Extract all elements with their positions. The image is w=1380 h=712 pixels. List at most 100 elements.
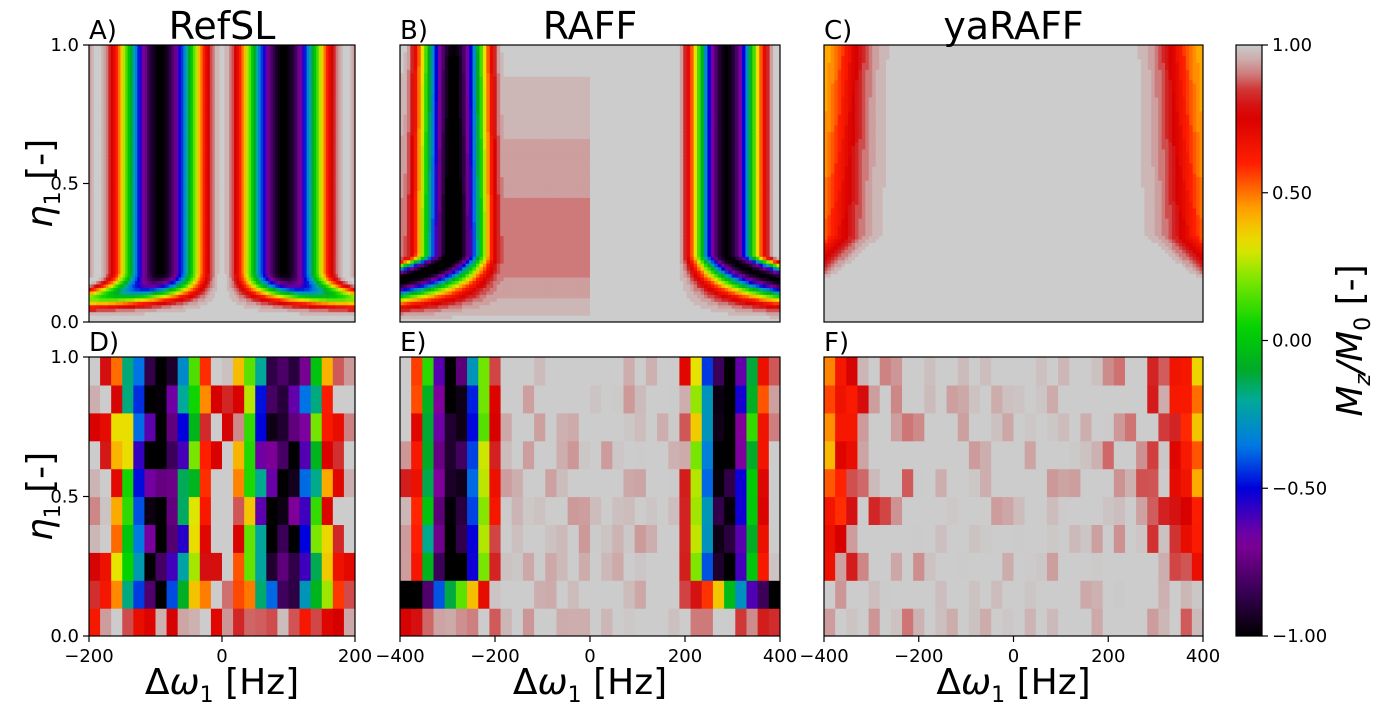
heatmap-cell <box>122 214 126 219</box>
heatmap-cell <box>125 214 129 219</box>
heatmap-cell <box>178 124 182 129</box>
heatmap-cell <box>156 280 160 285</box>
heatmap-cell <box>214 297 218 302</box>
heatmap-cell <box>120 72 124 77</box>
heatmap-cell <box>130 190 134 195</box>
heatmap-cell <box>154 58 158 63</box>
heatmap-cell <box>180 218 184 223</box>
heatmap-cell <box>105 238 109 243</box>
heatmap-cell <box>236 245 240 250</box>
heatmap-cell <box>137 204 141 209</box>
heatmap-cell <box>202 79 206 84</box>
heatmap-cell <box>113 148 117 153</box>
heatmap-cell <box>205 283 209 288</box>
heatmap-cell <box>205 256 209 261</box>
heatmap-cell <box>159 308 163 313</box>
heatmap-cell <box>207 100 211 105</box>
heatmap-cell <box>214 51 218 56</box>
heatmap-cell <box>101 218 105 223</box>
heatmap-cell <box>214 110 218 115</box>
heatmap-cell <box>144 131 148 136</box>
heatmap-cell <box>219 276 223 282</box>
heatmap-cell <box>115 131 119 136</box>
heatmap-cell <box>190 214 194 219</box>
heatmap-cell <box>108 197 112 202</box>
heatmap-cell <box>238 235 242 240</box>
heatmap-cell <box>89 304 93 309</box>
heatmap-cell <box>178 135 182 140</box>
heatmap-cell <box>89 225 93 230</box>
heatmap-cell <box>89 79 93 84</box>
heatmap-cell <box>93 62 97 67</box>
heatmap-cell <box>202 190 206 195</box>
heatmap-cell <box>96 207 100 212</box>
heatmap-cell <box>222 128 226 133</box>
heatmap-cell <box>147 135 151 140</box>
heatmap-cell <box>139 193 143 198</box>
heatmap-cell <box>217 266 221 271</box>
heatmap-cell <box>105 124 109 129</box>
heatmap-cell <box>105 197 109 202</box>
heatmap-cell <box>219 148 223 153</box>
heatmap-cell <box>159 180 163 185</box>
heatmap-cell <box>183 231 187 237</box>
heatmap-cell <box>110 180 114 185</box>
heatmap-cell <box>236 72 240 77</box>
heatmap-cell <box>132 231 136 237</box>
heatmap-cell <box>101 76 105 81</box>
heatmap-cell <box>108 186 112 192</box>
heatmap-cell <box>149 96 153 101</box>
heatmap-cell <box>192 214 196 219</box>
heatmap-cell <box>207 259 211 264</box>
heatmap-cell <box>214 193 218 198</box>
heatmap-cell <box>173 69 177 74</box>
heatmap-cell <box>98 256 102 261</box>
heatmap-cell <box>178 79 182 84</box>
heatmap-cell <box>122 55 126 60</box>
heatmap-cell <box>163 287 167 292</box>
heatmap-cell <box>200 141 204 147</box>
heatmap-cell <box>231 138 235 143</box>
heatmap-cell <box>205 128 209 133</box>
heatmap-cell <box>166 169 170 174</box>
heatmap-cell <box>105 287 109 292</box>
heatmap-cell <box>212 131 216 136</box>
heatmap-cell <box>96 218 100 223</box>
heatmap-cell <box>231 121 235 126</box>
heatmap-cell <box>113 83 117 88</box>
heatmap-cell <box>185 58 189 63</box>
heatmap-cell <box>234 218 238 223</box>
heatmap-cell <box>125 197 129 202</box>
heatmap-cell <box>147 225 151 230</box>
heatmap-cell <box>154 103 158 108</box>
heatmap-cell <box>236 166 240 171</box>
heatmap-cell <box>229 235 233 240</box>
heatmap-cell <box>226 235 230 240</box>
heatmap-cell <box>149 76 153 81</box>
heatmap-cell <box>166 238 170 243</box>
heatmap-cell <box>192 221 196 226</box>
heatmap-cell <box>103 138 107 143</box>
heatmap-cell <box>115 238 119 243</box>
heatmap-cell <box>212 318 216 322</box>
heatmap-cell <box>139 186 143 192</box>
heatmap-cell <box>234 270 238 275</box>
heatmap-cell <box>190 197 194 202</box>
heatmap-cell <box>173 128 177 133</box>
heatmap-cell <box>231 93 235 98</box>
heatmap-cell <box>222 110 226 115</box>
heatmap-cell <box>161 173 165 178</box>
heatmap-cell <box>108 83 112 88</box>
heatmap-cell <box>120 221 124 226</box>
heatmap-cell <box>173 162 177 167</box>
heatmap-cell <box>98 242 102 247</box>
heatmap-cell <box>101 287 105 292</box>
heatmap-cell <box>171 311 175 316</box>
heatmap-cell <box>144 283 148 288</box>
heatmap-cell <box>231 76 235 81</box>
heatmap-cell <box>91 103 95 108</box>
heatmap-cell <box>134 263 138 268</box>
heatmap-cell <box>209 214 213 219</box>
heatmap-cell <box>222 221 226 226</box>
heatmap-cell <box>91 197 95 202</box>
